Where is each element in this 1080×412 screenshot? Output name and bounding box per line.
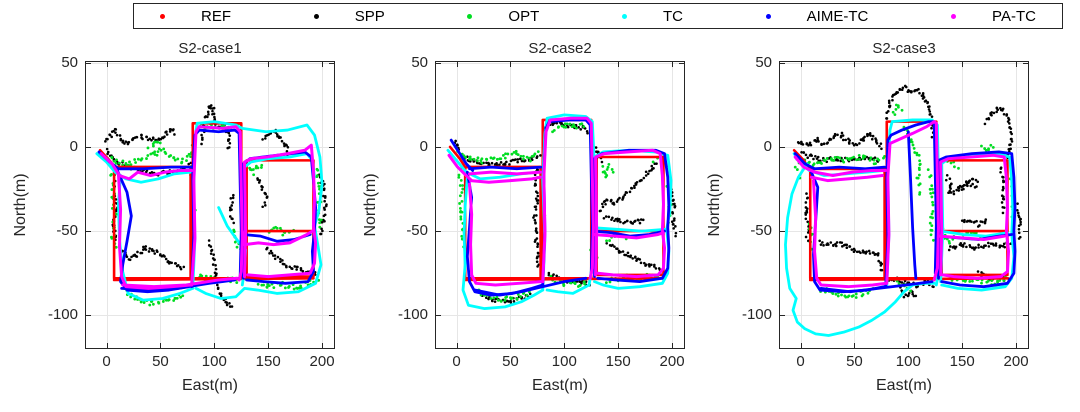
x-tick-label: 200 [1003, 353, 1029, 370]
legend-label-spp: SPP [354, 7, 385, 25]
x-tick-label: 100 [895, 353, 921, 370]
legend-label-opt: OPT [508, 7, 540, 25]
subplot-s2-case2: S2-case2 North(m) East(m) 50 0 -50 -100 0 50… [362, 0, 685, 412]
legend-item-opt: OPT [467, 8, 539, 25]
x-tick-label: 100 [201, 353, 227, 370]
aime-tc-marker-icon [765, 13, 771, 19]
x-tick-label: 50 [846, 353, 863, 370]
x-tick-label: 0 [102, 353, 111, 370]
x-tick-label: 150 [605, 353, 631, 370]
x-tick-label: 100 [551, 353, 577, 370]
x-tick-label: 200 [309, 353, 335, 370]
subplot-title: S2-case2 [528, 40, 592, 57]
legend-label-pa-tc: PA-TC [992, 7, 1036, 25]
y-tick-label: -100 [397, 306, 428, 324]
trajectory-plot-canvas-1 [85, 61, 335, 349]
y-tick-label: 50 [61, 53, 78, 71]
x-tick-label: 50 [502, 353, 519, 370]
y-tick-label: -50 [406, 222, 428, 240]
opt-marker-icon [467, 13, 473, 19]
x-tick-label: 200 [659, 353, 685, 370]
legend-item-ref: REF [160, 8, 231, 25]
x-tick-label: 50 [152, 353, 169, 370]
x-tick-label: 150 [255, 353, 281, 370]
legend-item-aime-tc: AIME-TC [765, 7, 869, 25]
x-tick-label: 0 [796, 353, 805, 370]
legend-item-pa-tc: PA-TC [951, 8, 1036, 25]
y-tick-label: -50 [56, 222, 78, 240]
legend: REF SPP OPT TC AIME-TC PA-TC [133, 3, 1063, 29]
y-tick-label: 50 [755, 53, 772, 71]
legend-item-spp: SPP [313, 7, 385, 25]
y-tick-label: -100 [47, 306, 78, 324]
y-tick-label: 0 [419, 137, 428, 155]
trajectory-plot-canvas-2 [435, 61, 685, 349]
subplot-title: S2-case3 [872, 40, 936, 57]
legend-label-tc: TC [662, 7, 683, 25]
y-tick-label: -100 [741, 306, 772, 324]
tc-marker-icon [621, 13, 627, 19]
subplot-s2-case3: S2-case3 North(m) East(m) 50 0 -50 -100 0 50… [706, 0, 1029, 412]
x-tick-label: 150 [949, 353, 975, 370]
y-tick-label: 0 [763, 137, 772, 155]
trajectory-plot-canvas-3 [779, 61, 1029, 349]
ref-marker-icon [160, 13, 165, 19]
legend-label-aime-tc: AIME-TC [806, 7, 869, 25]
x-tick-label: 0 [452, 353, 461, 370]
x-axis-label: East(m) [182, 377, 238, 394]
subplot-s2-case1: S2-case1 North(m) East(m) 50 0 -50 -100 0 50… [12, 0, 335, 412]
legend-label-ref: REF [201, 7, 231, 25]
x-axis-label: East(m) [876, 377, 932, 394]
subplot-title: S2-case1 [178, 40, 242, 57]
spp-marker-icon [313, 13, 319, 19]
y-tick-label: 50 [411, 53, 428, 71]
y-tick-label: 0 [69, 137, 78, 155]
x-axis-label: East(m) [532, 377, 588, 394]
legend-item-tc: TC [621, 7, 683, 25]
y-tick-label: -50 [750, 222, 772, 240]
pa-tc-marker-icon [951, 13, 957, 19]
